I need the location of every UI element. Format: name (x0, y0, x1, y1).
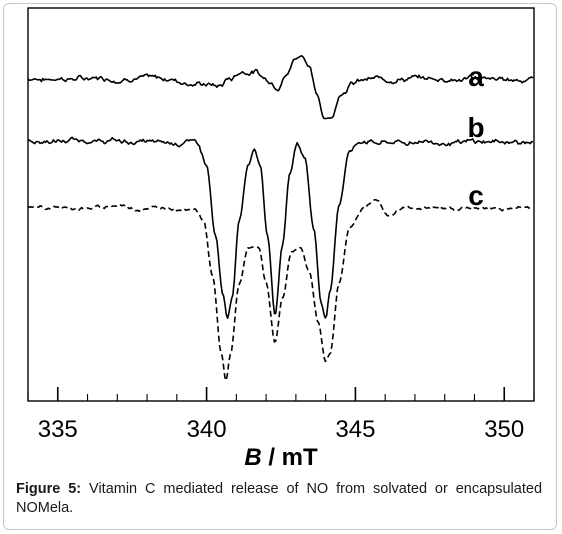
series-label-a: a (468, 61, 484, 92)
x-axis-ticks (27, 387, 535, 401)
figure-caption: Figure 5: Vitamin C mediated release of … (16, 480, 542, 518)
tick-label-345: 345 (335, 416, 375, 443)
series-c-trace (27, 198, 534, 382)
series-b-trace (27, 136, 534, 319)
tick-label-335: 335 (38, 416, 78, 443)
x-axis-label: B / mT (244, 444, 318, 471)
caption-label: Figure 5: (16, 481, 82, 497)
series-layer (27, 55, 534, 382)
series-label-c: c (468, 180, 484, 211)
x-axis-tick-labels: 335 340 345 350 (38, 416, 525, 443)
tick-label-340: 340 (187, 416, 227, 443)
series-labels: ab c (467, 61, 484, 211)
series-label-b: b (467, 112, 484, 143)
plot-frame (27, 7, 535, 402)
caption-text: Vitamin C mediated release of NO from so… (16, 481, 543, 516)
tick-label-350: 350 (484, 416, 524, 443)
series-a-trace (27, 55, 534, 120)
